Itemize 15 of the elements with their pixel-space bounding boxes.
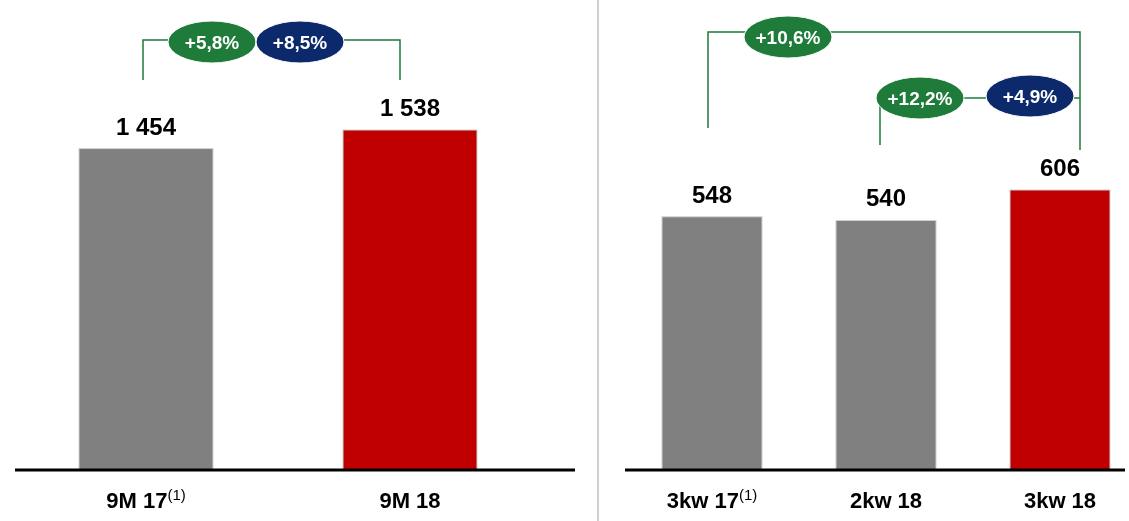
- text: +5,8%: [184, 32, 240, 53]
- data-label: 548: [691, 180, 733, 208]
- text: +12,2%: [887, 88, 953, 109]
- data-label: 1 454: [115, 112, 177, 140]
- x-tick-label: 2kw 18: [849, 488, 923, 513]
- data-label: 1 538: [379, 94, 441, 121]
- text: +8,5%: [272, 32, 328, 53]
- x-tick-label: 3kw 18: [1023, 488, 1097, 513]
- data-label: 540: [865, 184, 907, 212]
- x-tick-label: 9M 17$^{(1)}$: [106, 485, 186, 513]
- text: +10,6%: [755, 27, 821, 48]
- text: +4,9%: [1002, 86, 1058, 107]
- x-tick-label: 9M 18: [379, 488, 441, 513]
- x-tick-label: 3kw 17$^{(1)}$: [666, 485, 758, 513]
- data-label: 606: [1039, 154, 1081, 181]
